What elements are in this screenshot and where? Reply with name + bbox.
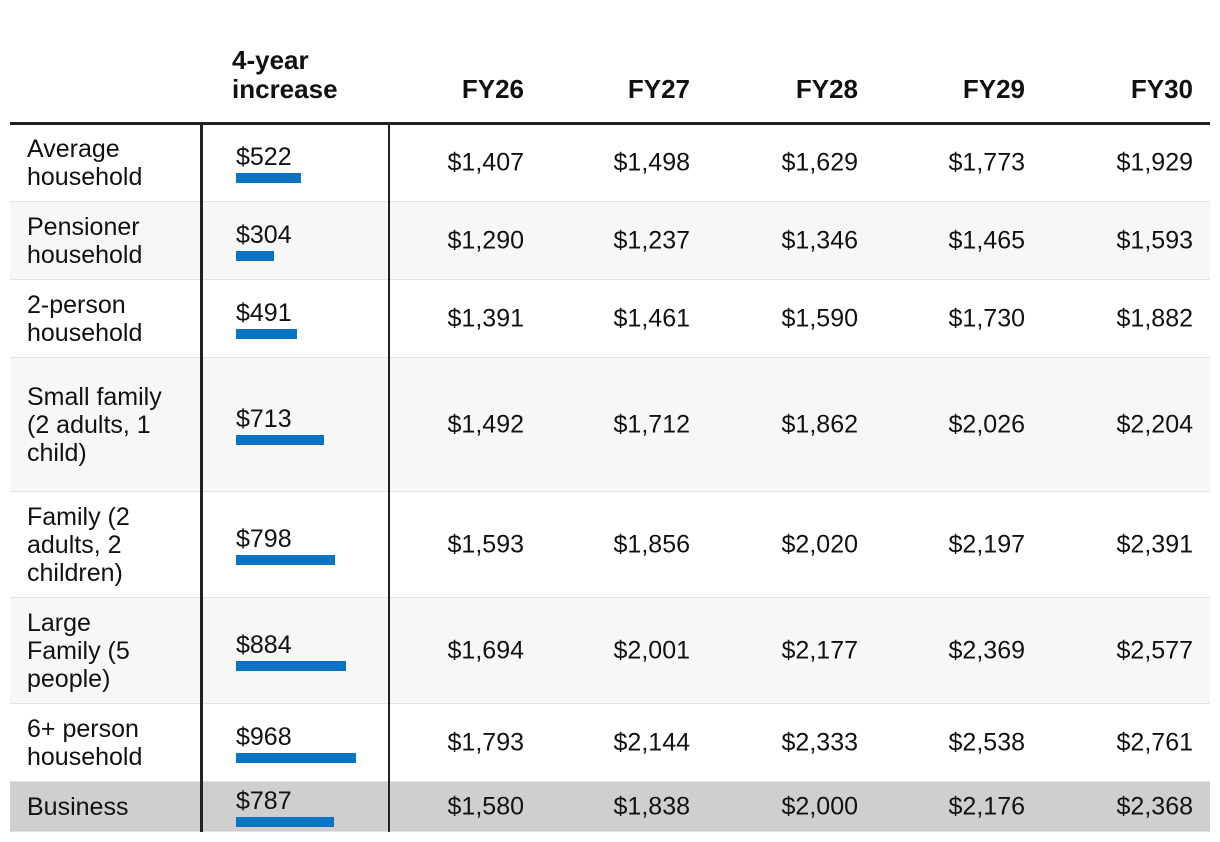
value-cell: $1,712 <box>613 410 690 438</box>
value-cell: $2,333 <box>781 728 858 756</box>
value-cell: $2,177 <box>781 636 858 664</box>
value-cell: $1,346 <box>781 226 858 254</box>
increase-bar <box>236 816 334 827</box>
increase-label: $304 <box>236 220 292 249</box>
header-year: FY29 <box>962 74 1025 104</box>
value-cell: $1,593 <box>1116 226 1193 254</box>
row-label: Business <box>27 792 129 821</box>
value-cell: $2,204 <box>1116 410 1193 438</box>
row-label: Average household <box>27 135 143 191</box>
value-cell: $1,290 <box>447 226 524 254</box>
header-year: FY27 <box>627 74 690 104</box>
increase-label: $968 <box>236 722 292 751</box>
row-label: Family (2 adults, 2 children) <box>27 502 130 587</box>
value-cell: $2,369 <box>948 636 1025 664</box>
increase-bar <box>236 752 357 763</box>
value-cell: $2,144 <box>613 728 690 756</box>
increase-label: $798 <box>236 524 292 553</box>
table-row: Family (2 adults, 2 children) $798 $1,593 $… <box>10 492 1210 598</box>
value-cell: $1,629 <box>781 148 858 177</box>
value-cell: $1,929 <box>1116 148 1193 177</box>
increase-label: $713 <box>236 404 292 433</box>
row-label: 6+ person household <box>27 714 143 771</box>
table-row: 2-person household $491 $1,391 $1,461 $1,590… <box>10 280 1210 358</box>
table-row: Business $787 $1,580 $1,838 $2,000 $2,176 $2,3… <box>10 782 1210 832</box>
value-cell: $2,001 <box>613 636 690 664</box>
value-cell: $1,590 <box>781 304 858 332</box>
value-cell: $1,580 <box>447 792 524 820</box>
header-year: FY30 <box>1130 74 1193 104</box>
increase-bar <box>236 173 301 183</box>
value-cell: $1,391 <box>447 304 524 332</box>
increase-cell: $798 <box>236 525 335 565</box>
increase-label: $491 <box>236 298 292 327</box>
value-cell: $2,577 <box>1116 636 1193 664</box>
value-cell: $1,773 <box>948 148 1025 177</box>
table-row: 6+ person household $968 $1,793 $2,144 $2,33… <box>10 704 1210 782</box>
table-row: Small family (2 adults, 1 child) $713 $1,4… <box>10 358 1210 492</box>
value-cell: $1,407 <box>447 148 524 177</box>
value-cell: $2,761 <box>1116 728 1193 756</box>
value-cell: $1,730 <box>948 304 1025 332</box>
increase-bar <box>236 328 297 339</box>
table-row: Average household $522 $1,407 $1,498 $1,629 $… <box>10 125 1210 202</box>
value-cell: $1,498 <box>613 148 690 177</box>
increase-cell: $522 <box>236 143 301 183</box>
increase-bar <box>236 660 346 671</box>
row-label: Pensioner household <box>27 212 143 269</box>
value-cell: $1,694 <box>447 636 524 664</box>
value-cell: $1,461 <box>613 304 690 332</box>
increase-cell: $968 <box>236 722 357 763</box>
increase-bar <box>236 250 274 261</box>
value-cell: $2,000 <box>781 792 858 820</box>
value-cell: $1,793 <box>447 728 524 756</box>
row-label: Small family (2 adults, 1 child) <box>27 382 162 467</box>
header-year: FY26 <box>461 74 524 104</box>
value-cell: $2,391 <box>1116 530 1193 558</box>
value-cell: $2,368 <box>1116 792 1193 820</box>
value-cell: $1,838 <box>613 792 690 820</box>
increase-cell: $491 <box>236 299 297 339</box>
increase-cell: $304 <box>236 221 292 261</box>
increase-bar <box>236 434 325 445</box>
increase-label: $884 <box>236 630 292 659</box>
increase-label: $522 <box>236 143 292 171</box>
value-cell: $1,237 <box>613 226 690 254</box>
header-increase: 4-year increase <box>232 45 338 104</box>
value-cell: $1,882 <box>1116 304 1193 332</box>
table-row: Pensioner household $304 $1,290 $1,237 $1,34… <box>10 202 1210 280</box>
value-cell: $2,026 <box>948 410 1025 438</box>
table-row: Large Family (5 people) $884 $1,694 $2,001 $… <box>10 598 1210 704</box>
value-cell: $1,862 <box>781 410 858 438</box>
value-cell: $1,856 <box>613 530 690 558</box>
row-label: Large Family (5 people) <box>27 608 130 693</box>
value-cell: $1,492 <box>447 410 524 438</box>
increase-cell: $787 <box>236 787 334 827</box>
value-cell: $2,538 <box>948 728 1025 756</box>
value-cell: $1,593 <box>447 530 524 558</box>
column-rule <box>200 125 203 832</box>
header-rule <box>10 122 1210 125</box>
header-year: FY28 <box>795 74 858 104</box>
value-cell: $1,465 <box>948 226 1025 254</box>
increase-cell: $713 <box>236 404 325 445</box>
value-cell: $2,176 <box>948 792 1025 820</box>
row-label: 2-person household <box>27 290 143 347</box>
increase-bar <box>236 554 335 565</box>
value-cell: $2,197 <box>948 530 1025 558</box>
column-rule <box>388 125 390 832</box>
increase-label: $787 <box>236 786 292 815</box>
value-cell: $2,020 <box>781 530 858 558</box>
increase-cell: $884 <box>236 631 346 671</box>
